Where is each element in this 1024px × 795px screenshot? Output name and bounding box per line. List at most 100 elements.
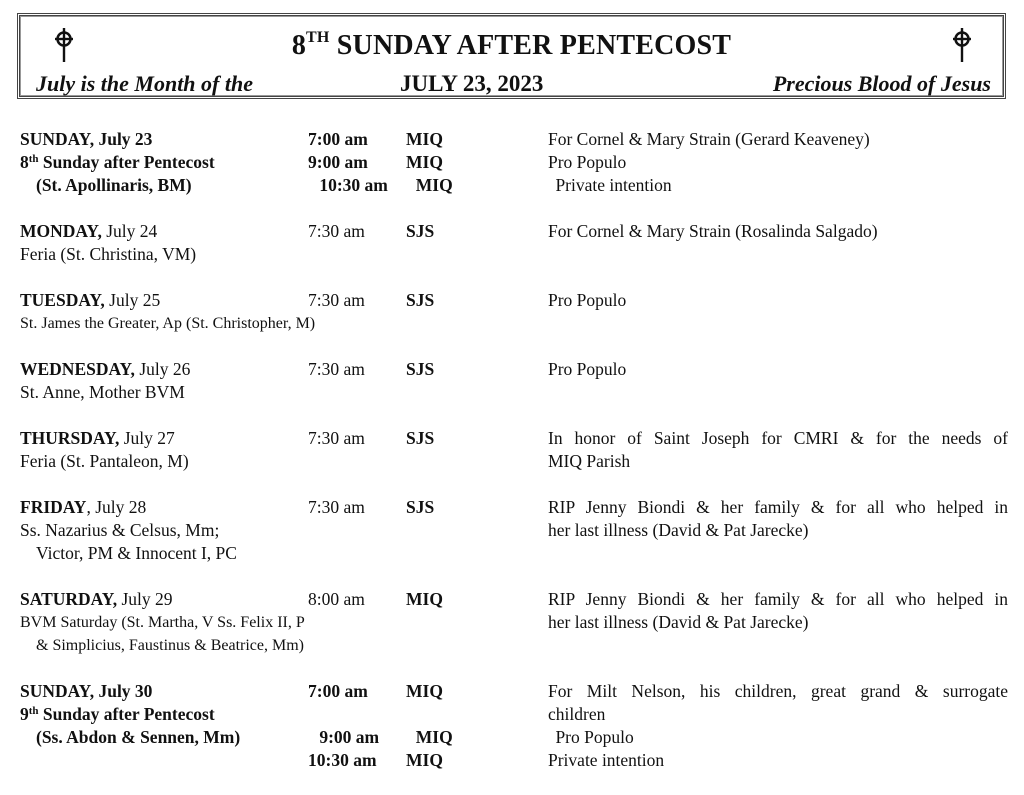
mass-intention: Private intention: [555, 175, 672, 195]
mass-intention: Pro Populo: [548, 152, 627, 172]
mass-intention: [555, 542, 1008, 565]
schedule-row: St. James the Greater, Ap (St. Christoph…: [20, 312, 1008, 335]
day-cell: SUNDAY, July 23: [20, 128, 308, 151]
day-cell: BVM Saturday (St. Martha, V Ss. Felix II…: [20, 611, 308, 634]
schedule-row: & Simplicius, Faustinus & Beatrice, Mm): [20, 634, 1008, 657]
page-title: 8TH SUNDAY AFTER PENTECOST: [20, 30, 1003, 62]
schedule-row: (St. Apollinaris, BM) 10:30 am MIQ Private …: [20, 174, 1008, 197]
day-label: July 26: [134, 359, 191, 379]
schedule-entry: FRIDAY, July 28 7:30 am SJS RIP Jenny Biond…: [20, 496, 1008, 565]
mass-location: [416, 634, 556, 657]
mass-time: 9:00 am: [308, 152, 368, 172]
mass-location: [406, 381, 548, 404]
schedule-row: St. Anne, Mother BVM: [20, 381, 1008, 404]
day-cell: (St. Apollinaris, BM): [20, 174, 319, 197]
mass-time: [308, 611, 406, 634]
schedule-entry: MONDAY, July 24 7:30 am SJS For Cornel & Ma…: [20, 220, 1008, 266]
title-number: 8: [291, 30, 307, 61]
mass-intention: For Milt Nelson, his children, great gra…: [548, 681, 1008, 701]
mass-location: [406, 312, 548, 335]
day-label: Ss. Nazarius & Celsus, Mm;: [20, 520, 220, 540]
month-dedication-right: Precious Blood of Jesus: [772, 71, 991, 96]
day-cell: (Ss. Abdon & Sennen, Mm): [20, 726, 319, 749]
mass-location: MIQ: [415, 175, 453, 195]
mass-intention: Pro Populo: [548, 359, 627, 379]
mass-intention: Private intention: [548, 750, 665, 770]
day-cell: Feria (St. Pantaleon, M): [20, 450, 308, 473]
schedule-row: SUNDAY, July 30 7:00 am MIQ For Milt Nelson…: [20, 680, 1008, 703]
day-label-bold: Sunday after Pentecost: [38, 152, 215, 172]
schedule-entry: WEDNESDAY, July 26 7:30 am SJS Pro Populo St…: [20, 358, 1008, 404]
day-label: Feria (St. Pantaleon, M): [20, 451, 189, 471]
mass-time: 9:00 am: [319, 727, 380, 747]
mass-location: [406, 703, 548, 726]
mass-time: 8:00 am: [308, 589, 365, 609]
mass-intention: MIQ Parish: [548, 451, 631, 471]
mass-location: MIQ: [406, 589, 443, 609]
mass-intention: Pro Populo: [555, 727, 634, 747]
day-label: July 29: [117, 589, 173, 609]
schedule-entry: SUNDAY, July 23 7:00 am MIQ For Cornel & Ma…: [20, 128, 1008, 197]
mass-intention: [548, 243, 1008, 266]
mass-time: [319, 542, 415, 565]
day-label-bold: SUNDAY, July 30: [20, 681, 153, 701]
day-label: Victor, PM & Innocent I, PC: [36, 543, 237, 563]
schedule-entry: THURSDAY, July 27 7:30 am SJS In honor of S…: [20, 427, 1008, 473]
day-label: July 24: [101, 221, 158, 241]
mass-location: [406, 611, 548, 634]
day-cell: 8th Sunday after Pentecost: [20, 151, 308, 174]
mass-time: 7:00 am: [308, 681, 368, 701]
mass-intention: [548, 381, 1008, 404]
day-label: & Simplicius, Faustinus & Beatrice, Mm): [36, 637, 304, 654]
mass-intention: In honor of Saint Joseph for CMRI & for …: [548, 428, 1008, 448]
day-label-bold: SATURDAY,: [20, 589, 118, 609]
mass-location: SJS: [406, 359, 435, 379]
day-cell: Victor, PM & Innocent I, PC: [20, 542, 319, 565]
mass-time: [308, 243, 406, 266]
day-label: St. James the Greater, Ap (St. Christoph…: [20, 315, 316, 332]
title-text: SUNDAY AFTER PENTECOST: [329, 30, 732, 61]
mass-location: [406, 519, 548, 542]
day-cell: MONDAY, July 24: [20, 220, 308, 243]
bulletin-header: 8TH SUNDAY AFTER PENTECOST July is the M…: [17, 13, 1006, 99]
mass-time: [308, 703, 406, 726]
mass-location: MIQ: [415, 727, 453, 747]
schedule-entry: SATURDAY, July 29 8:00 am MIQ RIP Jenny Bio…: [20, 588, 1008, 657]
day-label-bold: Sunday after Pentecost: [38, 704, 215, 724]
mass-location: [406, 450, 548, 473]
mass-intention: [555, 634, 1008, 657]
schedule-row: Feria (St. Pantaleon, M) MIQ Parish: [20, 450, 1008, 473]
mass-intention: children: [548, 704, 606, 724]
mass-intention: Pro Populo: [548, 290, 627, 310]
day-cell: St. James the Greater, Ap (St. Christoph…: [20, 312, 315, 335]
schedule-row: TUESDAY, July 25 7:30 am SJS Pro Populo: [20, 289, 1008, 312]
day-label: Feria (St. Christina, VM): [20, 244, 197, 264]
mass-time: 7:00 am: [308, 129, 368, 149]
schedule-row: 8th Sunday after Pentecost 9:00 am MIQ Pro …: [20, 151, 1008, 174]
mass-time: 10:30 am: [308, 750, 377, 770]
mass-location: MIQ: [406, 681, 443, 701]
mass-location: MIQ: [406, 152, 443, 172]
schedule-row: SUNDAY, July 23 7:00 am MIQ For Cornel & Ma…: [20, 128, 1008, 151]
day-label-bold: 9: [20, 704, 29, 724]
day-label-bold: MONDAY,: [20, 221, 102, 241]
mass-time: [308, 312, 406, 335]
mass-time: 10:30 am: [319, 175, 388, 195]
mass-time: 7:30 am: [308, 497, 365, 517]
schedule-row: Victor, PM & Innocent I, PC: [20, 542, 1008, 565]
day-label: July 25: [104, 290, 161, 310]
day-cell: [20, 749, 308, 772]
bulletin-date: JULY 23, 2023: [400, 71, 544, 96]
mass-location: SJS: [406, 428, 435, 448]
title-superscript: TH: [306, 29, 330, 46]
ordinal-superscript: th: [28, 705, 39, 717]
mass-time: [308, 450, 406, 473]
day-cell: SATURDAY, July 29: [20, 588, 308, 611]
day-label: , July 28: [86, 497, 147, 517]
day-label-bold: WEDNESDAY,: [20, 359, 135, 379]
mass-time: 7:30 am: [308, 290, 365, 310]
month-dedication-left: July is the Month of the: [36, 71, 253, 96]
schedule-row: BVM Saturday (St. Martha, V Ss. Felix II…: [20, 611, 1008, 634]
mass-intention: For Cornel & Mary Strain (Gerard Keavene…: [548, 129, 870, 149]
mass-location: MIQ: [406, 129, 443, 149]
